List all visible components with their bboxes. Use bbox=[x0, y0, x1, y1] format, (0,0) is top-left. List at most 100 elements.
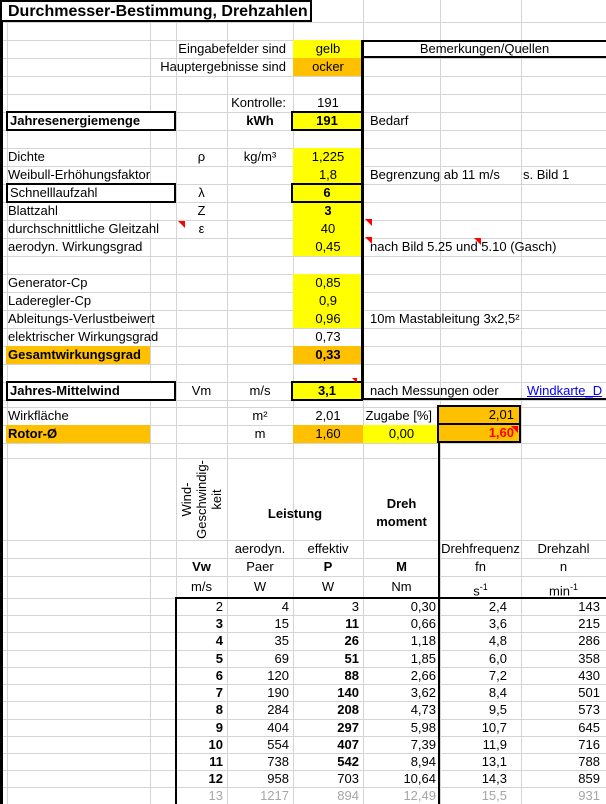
wirkflaeche-unit: m² bbox=[252, 408, 268, 423]
table-cell-m: 1,85 bbox=[410, 651, 436, 666]
table-cell-n: 645 bbox=[578, 720, 600, 735]
weibull-remark2: s. Bild 1 bbox=[523, 167, 570, 182]
legend-input-label: Eingabefelder sind bbox=[178, 41, 286, 56]
rotor-value: 1,60 bbox=[293, 425, 363, 443]
legend-result-label: Hauptergebnisse sind bbox=[160, 59, 286, 74]
gridline bbox=[0, 684, 606, 685]
gridline bbox=[440, 0, 441, 804]
rotor-unit: m bbox=[254, 426, 266, 441]
table-cell-p: 894 bbox=[337, 788, 359, 803]
fn-unit: s-1 bbox=[473, 582, 488, 599]
generator-cp-label: Generator-Cp bbox=[8, 275, 88, 290]
gridline bbox=[0, 558, 606, 559]
n-symbol: n bbox=[559, 559, 568, 574]
comment-marker-gleitzahl bbox=[178, 221, 185, 228]
gridline bbox=[0, 443, 606, 444]
rotor-zugabe-cell[interactable]: 0,00 bbox=[363, 425, 440, 443]
table-cell-paer: 284 bbox=[267, 702, 289, 717]
table-cell-fn: 14,3 bbox=[481, 771, 507, 786]
gridline bbox=[0, 667, 606, 668]
energy-value-cell[interactable]: 191 bbox=[291, 111, 363, 131]
table-cell-fn: 10,7 bbox=[481, 720, 507, 735]
gridline bbox=[0, 22, 606, 23]
table-border-left bbox=[175, 597, 177, 804]
remarks-header-underline bbox=[361, 56, 606, 58]
comment-marker-gleitzahl-value bbox=[365, 219, 372, 226]
remarks-header: Bemerkungen/Quellen bbox=[419, 41, 550, 56]
table-cell-p: 26 bbox=[344, 633, 359, 648]
elektrisch-value: 0,73 bbox=[315, 329, 341, 344]
mittelwind-value-cell[interactable]: 3,1 bbox=[291, 381, 363, 401]
comment-marker-rotor-result bbox=[511, 426, 518, 433]
gridline bbox=[0, 770, 606, 771]
mittelwind-label: Jahres-Mittelwind bbox=[6, 381, 176, 401]
gridline bbox=[0, 458, 606, 459]
generator-cp-value-cell[interactable]: 0,85 bbox=[293, 274, 363, 292]
m-unit: Nm bbox=[391, 579, 412, 594]
table-cell-vw: 3 bbox=[215, 616, 223, 631]
windkarte-link[interactable]: Windkarte_D bbox=[527, 383, 603, 398]
schnelllaufzahl-value-cell[interactable]: 6 bbox=[291, 183, 363, 203]
table-cell-m: 12,49 bbox=[403, 788, 436, 803]
table-cell-paer: 958 bbox=[267, 771, 289, 786]
blattzahl-label: Blattzahl bbox=[8, 203, 58, 218]
paer-unit: W bbox=[253, 579, 267, 594]
wirkflaeche-value: 2,01 bbox=[315, 408, 341, 423]
energy-label: Jahresenergiemenge bbox=[6, 111, 176, 131]
dichte-value-cell[interactable]: 1,225 bbox=[293, 148, 363, 166]
comment-marker-mittelwind bbox=[352, 378, 357, 383]
gridline bbox=[0, 719, 606, 720]
table-cell-vw: 4 bbox=[215, 633, 223, 648]
blattzahl-value-cell[interactable]: 3 bbox=[293, 202, 363, 220]
n-unit: min-1 bbox=[549, 582, 578, 599]
gleitzahl-value-cell[interactable]: 40 bbox=[293, 220, 363, 238]
ableitung-value-cell[interactable]: 0,96 bbox=[293, 310, 363, 328]
fn-symbol: fn bbox=[475, 559, 486, 574]
left-border-bar bbox=[0, 22, 3, 804]
table-cell-m: 5,98 bbox=[410, 720, 436, 735]
gridline bbox=[293, 22, 294, 804]
p-symbol: P bbox=[323, 559, 333, 574]
table-cell-vw: 12 bbox=[208, 771, 223, 786]
gridline bbox=[0, 650, 606, 651]
gesamt-label: Gesamtwirkungsgrad bbox=[6, 346, 150, 364]
energy-unit: kWh bbox=[246, 113, 274, 128]
laderegler-cp-value-cell[interactable]: 0,9 bbox=[293, 292, 363, 310]
comment-marker-remark bbox=[474, 238, 481, 245]
dichte-label: Dichte bbox=[8, 149, 45, 164]
gridline bbox=[0, 632, 606, 633]
table-cell-fn: 15,5 bbox=[481, 788, 507, 803]
gleitzahl-symbol: ε bbox=[198, 221, 205, 236]
table-cell-vw: 11 bbox=[209, 754, 223, 769]
m-symbol: M bbox=[396, 559, 407, 574]
table-cell-paer: 35 bbox=[274, 633, 289, 648]
table-cell-vw: 10 bbox=[208, 737, 223, 752]
weibull-value-cell[interactable]: 1,8 bbox=[293, 166, 363, 184]
schnelllaufzahl-label: Schnelllaufzahl bbox=[6, 183, 176, 203]
gridline bbox=[0, 701, 606, 702]
table-cell-p: 88 bbox=[344, 668, 359, 683]
table-cell-fn: 4,8 bbox=[488, 633, 507, 648]
mittelwind-unit: m/s bbox=[249, 383, 271, 398]
energy-remark: Bedarf bbox=[370, 113, 409, 128]
gridline bbox=[0, 328, 606, 329]
aero-wirkungsgrad-remark: nach Bild 5.25 und 5.10 (Gasch) bbox=[370, 239, 557, 254]
table-cell-n: 430 bbox=[578, 668, 600, 683]
gridline bbox=[0, 256, 606, 257]
table-border-top bbox=[175, 597, 606, 599]
table-cell-m: 7,39 bbox=[410, 737, 436, 752]
table-cell-m: 2,66 bbox=[410, 668, 436, 683]
table-cell-m: 10,64 bbox=[403, 771, 436, 786]
table-cell-n: 859 bbox=[578, 771, 600, 786]
wirkflaeche-label: Wirkfläche bbox=[8, 408, 69, 423]
gesamt-value: 0,33 bbox=[293, 346, 363, 364]
table-cell-m: 3,62 bbox=[410, 685, 436, 700]
gridline bbox=[227, 22, 228, 804]
gridline bbox=[0, 753, 606, 754]
vw-unit: m/s bbox=[191, 579, 212, 594]
table-cell-m: 1,18 bbox=[410, 633, 436, 648]
table-cell-p: 11 bbox=[345, 616, 359, 631]
aero-wirkungsgrad-value-cell[interactable]: 0,45 bbox=[293, 238, 363, 256]
weibull-label: Weibull-Erhöhungsfaktor bbox=[8, 167, 151, 182]
